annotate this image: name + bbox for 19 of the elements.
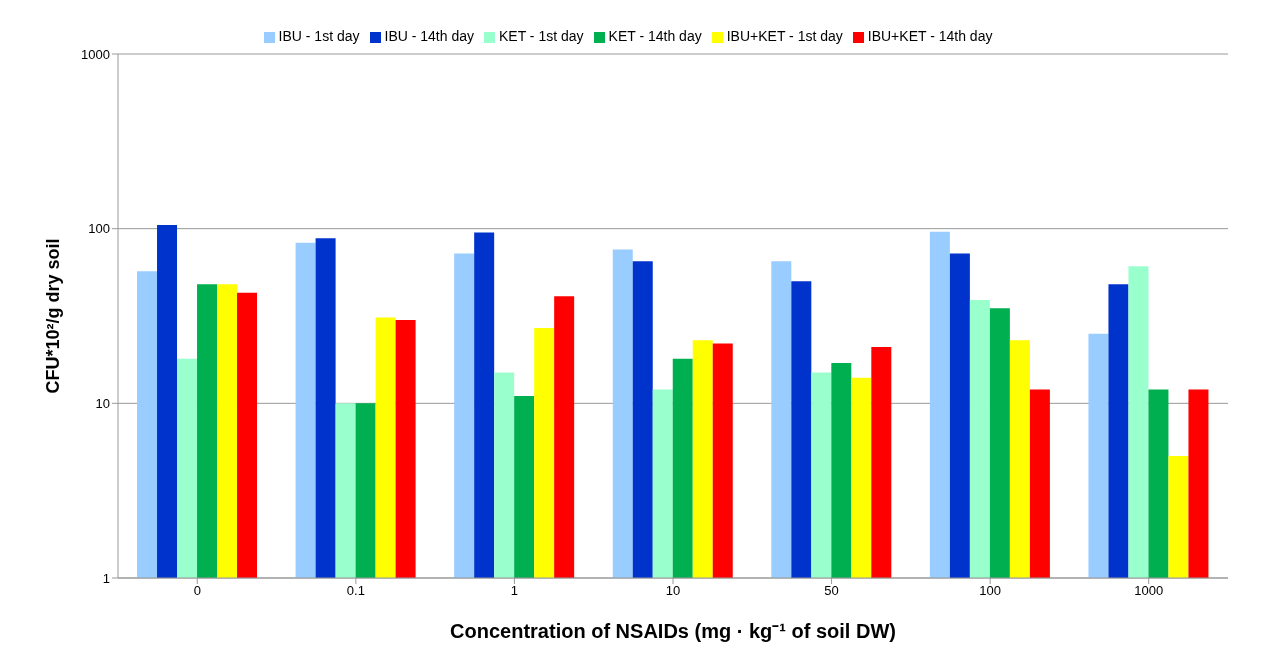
legend-label: KET - 14th day [608, 28, 702, 44]
x-axis-title: Concentration of NSAIDs (mg · kg⁻¹ of soil DW) [450, 620, 896, 642]
legend-label: KET - 1st day [499, 28, 584, 44]
legend-label: IBU+KET - 1st day [726, 28, 843, 44]
legend-label: IBU - 14th day [384, 28, 474, 44]
x-tick-label: 50 [824, 583, 839, 599]
x-tick-label: 0 [193, 583, 201, 599]
x-tick-label: 0.1 [346, 583, 365, 599]
legend-label: IBU - 1st day [278, 28, 360, 44]
y-tick-label: 10 [95, 395, 110, 411]
y-tick-label: 1 [102, 570, 110, 586]
x-tick-label: 1 [510, 583, 519, 599]
legend-label: IBU+KET - 14th day [867, 28, 993, 44]
y-tick-label: 1000 [81, 46, 110, 62]
y-tick-label: 100 [88, 221, 110, 237]
x-tick-label: 1000 [1134, 583, 1164, 599]
x-tick-label: 10 [665, 583, 681, 599]
y-axis-title: CFU*10²/g dry soil [43, 238, 64, 394]
x-tick-label: 100 [979, 583, 1001, 599]
